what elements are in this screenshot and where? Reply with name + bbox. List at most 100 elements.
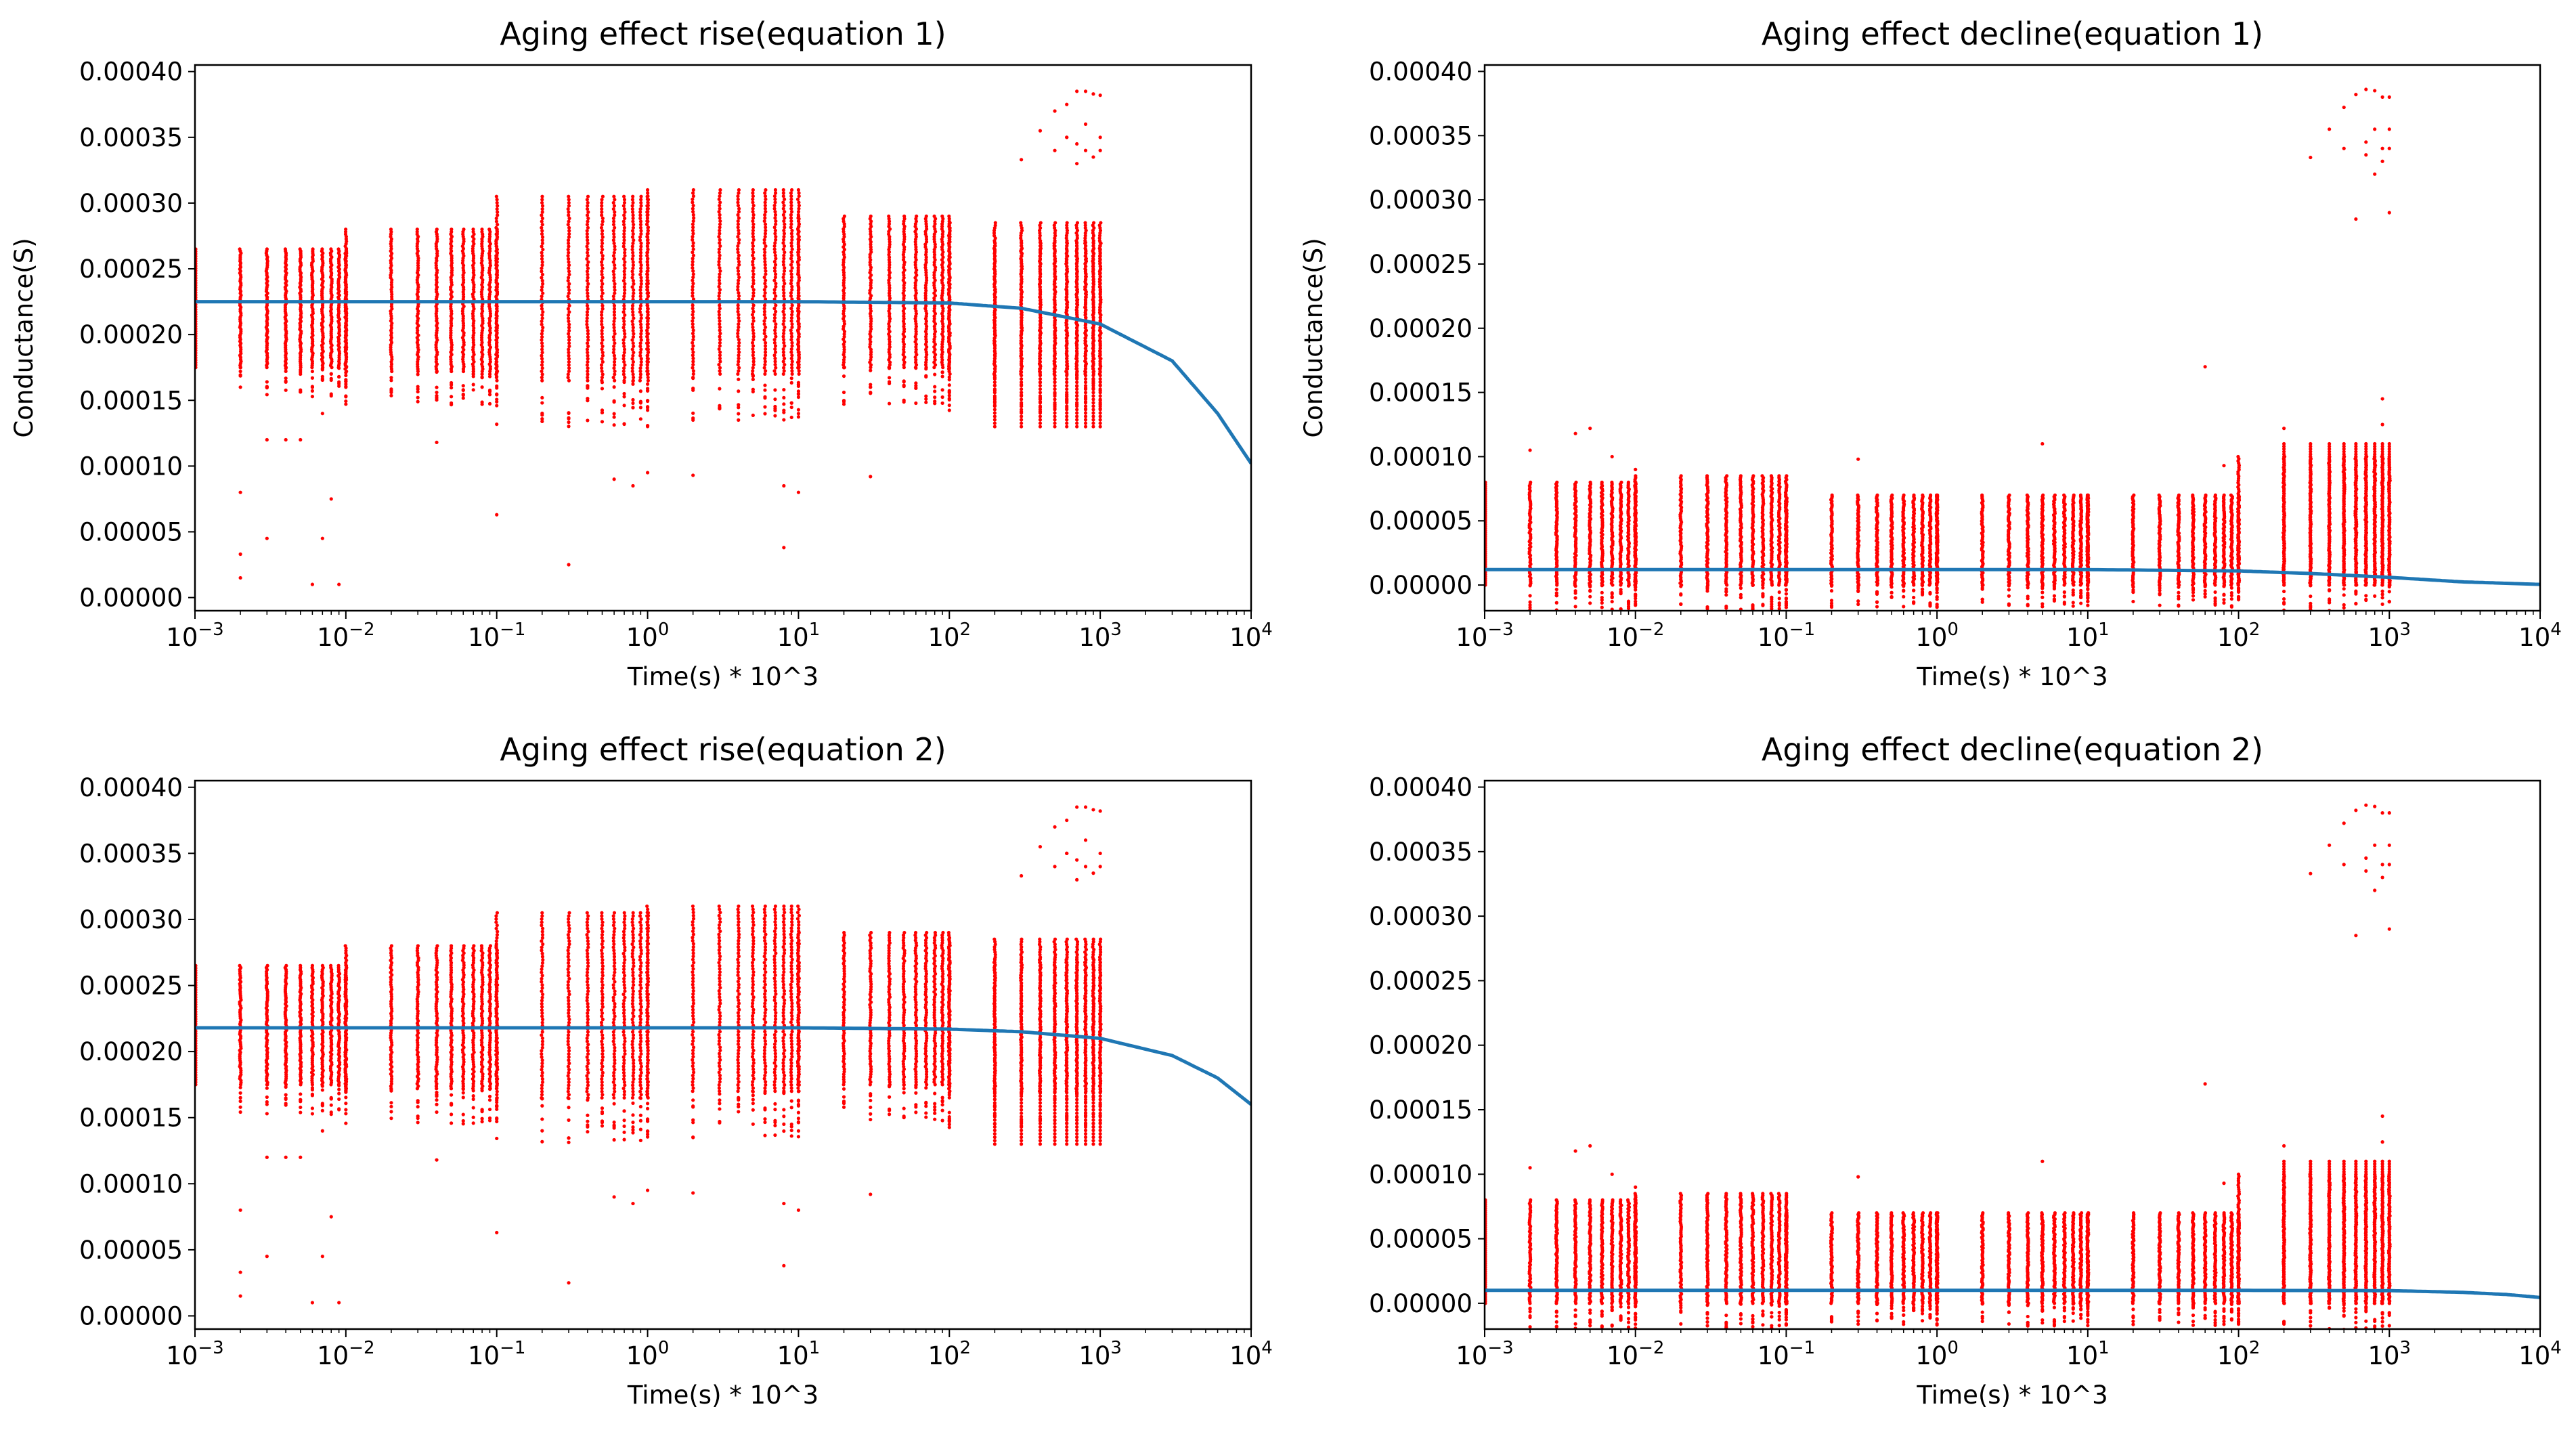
scatter-point (718, 331, 722, 336)
scatter-point (902, 400, 906, 404)
scatter-point (646, 213, 650, 217)
scatter-point (611, 375, 615, 380)
scatter-point (586, 338, 590, 342)
scatter-point (1020, 356, 1024, 360)
scatter-point (1075, 370, 1079, 374)
scatter-point (541, 326, 545, 330)
scatter-point (772, 251, 777, 255)
scatter-point (781, 353, 786, 357)
scatter-point (646, 319, 650, 323)
scatter-point (567, 200, 571, 205)
scatter-point (1065, 285, 1069, 289)
scatter-point (751, 316, 756, 320)
scatter-point (600, 369, 604, 373)
scatter-point (782, 235, 786, 239)
scatter-point (781, 207, 785, 211)
scatter-point (772, 338, 777, 342)
scatter-point (646, 194, 650, 198)
scatter-point (1083, 299, 1088, 303)
scatter-point (737, 377, 741, 381)
scatter-point (586, 247, 590, 252)
scatter-point (691, 360, 695, 364)
scatter-point (1083, 257, 1088, 261)
scatter-point (1053, 244, 1057, 248)
scatter-point (1064, 236, 1068, 240)
scatter-point (265, 385, 269, 389)
scatter-point (622, 328, 626, 332)
scatter-point (1038, 349, 1043, 353)
scatter-point (1075, 401, 1079, 405)
scatter-point (691, 356, 695, 360)
scatter-point (600, 357, 604, 361)
scatter-point (736, 303, 740, 307)
scatter-point (736, 334, 740, 339)
scatter-point (631, 372, 635, 376)
scatter-point (764, 228, 768, 233)
scatter-point (751, 225, 756, 230)
scatter-point (613, 210, 617, 214)
scatter-point (993, 221, 997, 225)
scatter-point (932, 214, 936, 218)
scatter-point (622, 347, 627, 351)
scatter-point (487, 393, 492, 397)
scatter-point (585, 363, 590, 367)
scatter-point (630, 257, 634, 261)
scatter-point (639, 363, 643, 367)
scatter-point (585, 269, 590, 274)
scatter-point (612, 415, 616, 419)
scatter-point (993, 223, 997, 227)
scatter-point (613, 316, 617, 320)
scatter-point (310, 389, 315, 393)
scatter-point (567, 219, 571, 223)
scatter-point (751, 197, 755, 201)
scatter-point (1038, 391, 1043, 395)
scatter-point (772, 269, 777, 273)
scatter-point (1098, 319, 1102, 323)
scatter-point (1038, 251, 1043, 255)
scatter-point (783, 266, 787, 270)
scatter-point (567, 225, 571, 230)
scatter-point (992, 384, 997, 388)
scatter-point (924, 400, 928, 404)
scatter-point (781, 191, 785, 195)
scatter-point (691, 278, 695, 282)
scatter-point (947, 375, 951, 379)
scatter-point (737, 238, 741, 242)
scatter-point (611, 223, 616, 227)
scatter-point (265, 536, 269, 540)
scatter-point (797, 194, 801, 198)
x-tick-label: 102 (927, 620, 971, 652)
scatter-point (736, 213, 740, 217)
scatter-point (887, 219, 892, 223)
scatter-point (887, 232, 891, 236)
scatter-point (645, 288, 649, 292)
scatter-point (299, 368, 303, 372)
scatter-point (782, 253, 786, 257)
scatter-point (992, 274, 997, 279)
scatter-point (924, 250, 928, 254)
scatter-point (639, 194, 643, 198)
scatter-point (622, 232, 626, 236)
scatter-point (586, 216, 590, 221)
scatter-point (782, 269, 787, 273)
scatter-point (782, 294, 786, 298)
scatter-point (869, 242, 873, 246)
scatter-point (773, 232, 777, 236)
scatter-point (540, 216, 544, 221)
scatter-point (600, 375, 604, 380)
scatter-point (1098, 282, 1102, 286)
scatter-point (612, 232, 616, 236)
scatter-point (630, 207, 634, 211)
scatter-point (1098, 366, 1102, 371)
scatter-point (638, 351, 642, 355)
scatter-point (718, 307, 722, 311)
scatter-point (1083, 261, 1088, 265)
scatter-point (631, 295, 635, 299)
scatter-point (913, 286, 917, 290)
scatter-point (762, 288, 766, 292)
scatter-point (612, 353, 617, 357)
scatter-point (487, 402, 492, 406)
scatter-point (638, 251, 643, 255)
scatter-point (782, 313, 786, 317)
scatter-point (887, 291, 892, 295)
